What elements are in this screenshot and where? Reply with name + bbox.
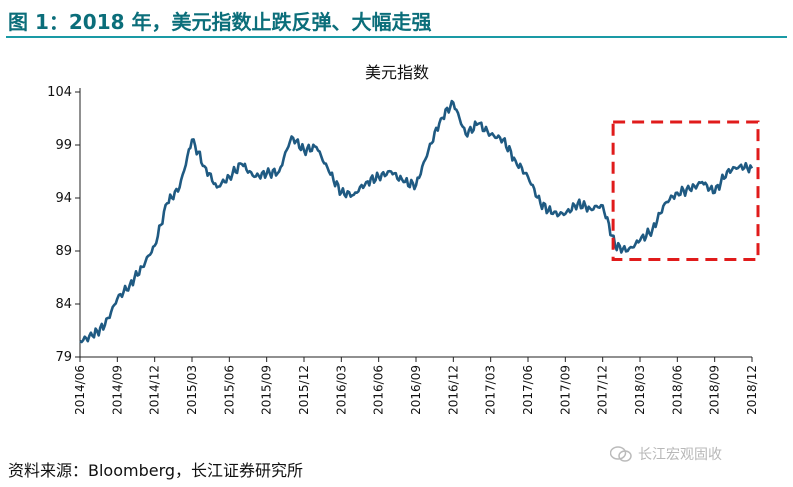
x-tick-label: 2014/09	[110, 365, 124, 415]
y-tick-group: 79 84 89 94 99 104	[47, 85, 80, 365]
line-chart: 美元指数 79 84 89 94 99 104 2014/06 2014/09 2014/12…	[47, 63, 760, 415]
x-tick-label: 2017/06	[521, 365, 535, 415]
watermark-text: 长江宏观固收	[638, 447, 722, 463]
x-tick-label: 2014/12	[148, 365, 162, 415]
x-tick-label: 2015/06	[222, 365, 236, 415]
x-tick-label: 2018/12	[745, 365, 759, 415]
series-line	[79, 99, 754, 344]
source-note: 资料来源：Bloomberg，长江证券研究所	[8, 461, 304, 480]
x-tick-label: 2018/06	[670, 365, 684, 415]
y-tick-label: 79	[55, 350, 72, 365]
y-tick-label: 99	[55, 138, 72, 153]
x-tick-label: 2017/03	[484, 365, 498, 415]
x-tick-label: 2014/06	[73, 365, 87, 415]
wechat-icon	[610, 446, 632, 462]
y-tick-label: 84	[55, 297, 72, 312]
x-tick-label: 2016/09	[409, 365, 423, 415]
y-tick-label: 89	[55, 244, 72, 259]
x-tick-label: 2015/09	[260, 365, 274, 415]
x-tick-label: 2017/12	[596, 365, 610, 415]
x-tick-label: 2015/12	[297, 365, 311, 415]
x-tick-label: 2018/03	[633, 365, 647, 415]
figure-title: 图 1：2018 年，美元指数止跌反弹、大幅走强	[8, 10, 432, 34]
watermark: 长江宏观固收	[610, 440, 785, 468]
y-tick-label: 104	[47, 85, 72, 100]
x-tick-label: 2015/03	[185, 365, 199, 415]
highlight-box	[611, 120, 760, 261]
x-tick-label: 2016/12	[446, 365, 460, 415]
chart-title: 美元指数	[365, 63, 429, 82]
x-tick-group: 2014/06 2014/09 2014/12 2015/03 2015/06 2015/…	[73, 357, 759, 415]
x-tick-label: 2016/06	[372, 365, 386, 415]
x-tick-label: 2016/03	[334, 365, 348, 415]
x-tick-label: 2017/09	[558, 365, 572, 415]
y-tick-label: 94	[55, 191, 72, 206]
x-tick-label: 2018/09	[708, 365, 722, 415]
title-divider	[6, 36, 787, 38]
